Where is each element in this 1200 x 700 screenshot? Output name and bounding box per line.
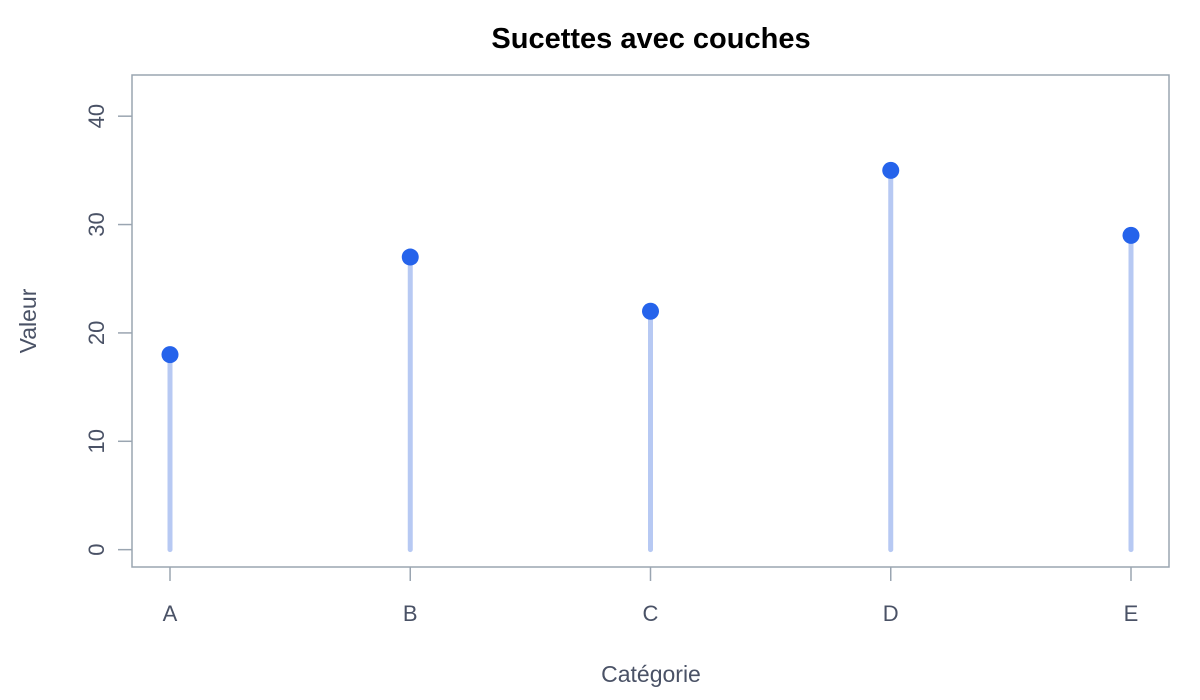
y-tick-label: 30 — [84, 212, 109, 236]
lollipop-point-c — [642, 302, 659, 320]
y-tick-label: 10 — [84, 429, 109, 453]
y-axis: 0 10 20 30 40 — [84, 104, 132, 556]
lollipop-points — [161, 161, 1140, 364]
lollipop-point-d — [882, 161, 900, 179]
x-axis: A B C D E — [163, 567, 1139, 626]
y-tick-label: 40 — [84, 104, 109, 128]
y-tick-label: 20 — [84, 321, 109, 345]
lollipop-point-a — [161, 346, 179, 364]
x-tick-label: E — [1124, 601, 1139, 626]
chart-title: Sucettes avec couches — [491, 23, 810, 55]
x-tick-label: C — [643, 601, 659, 626]
lollipop-stems — [167, 167, 1134, 553]
y-axis-label: Valeur — [15, 288, 41, 353]
y-tick-label: 0 — [84, 544, 109, 556]
x-tick-label: B — [403, 601, 418, 626]
x-tick-label: D — [883, 601, 899, 626]
lollipop-point-e — [1122, 226, 1140, 244]
x-axis-label: Catégorie — [601, 661, 701, 687]
x-tick-label: A — [163, 601, 178, 626]
lollipop-point-b — [401, 248, 419, 266]
